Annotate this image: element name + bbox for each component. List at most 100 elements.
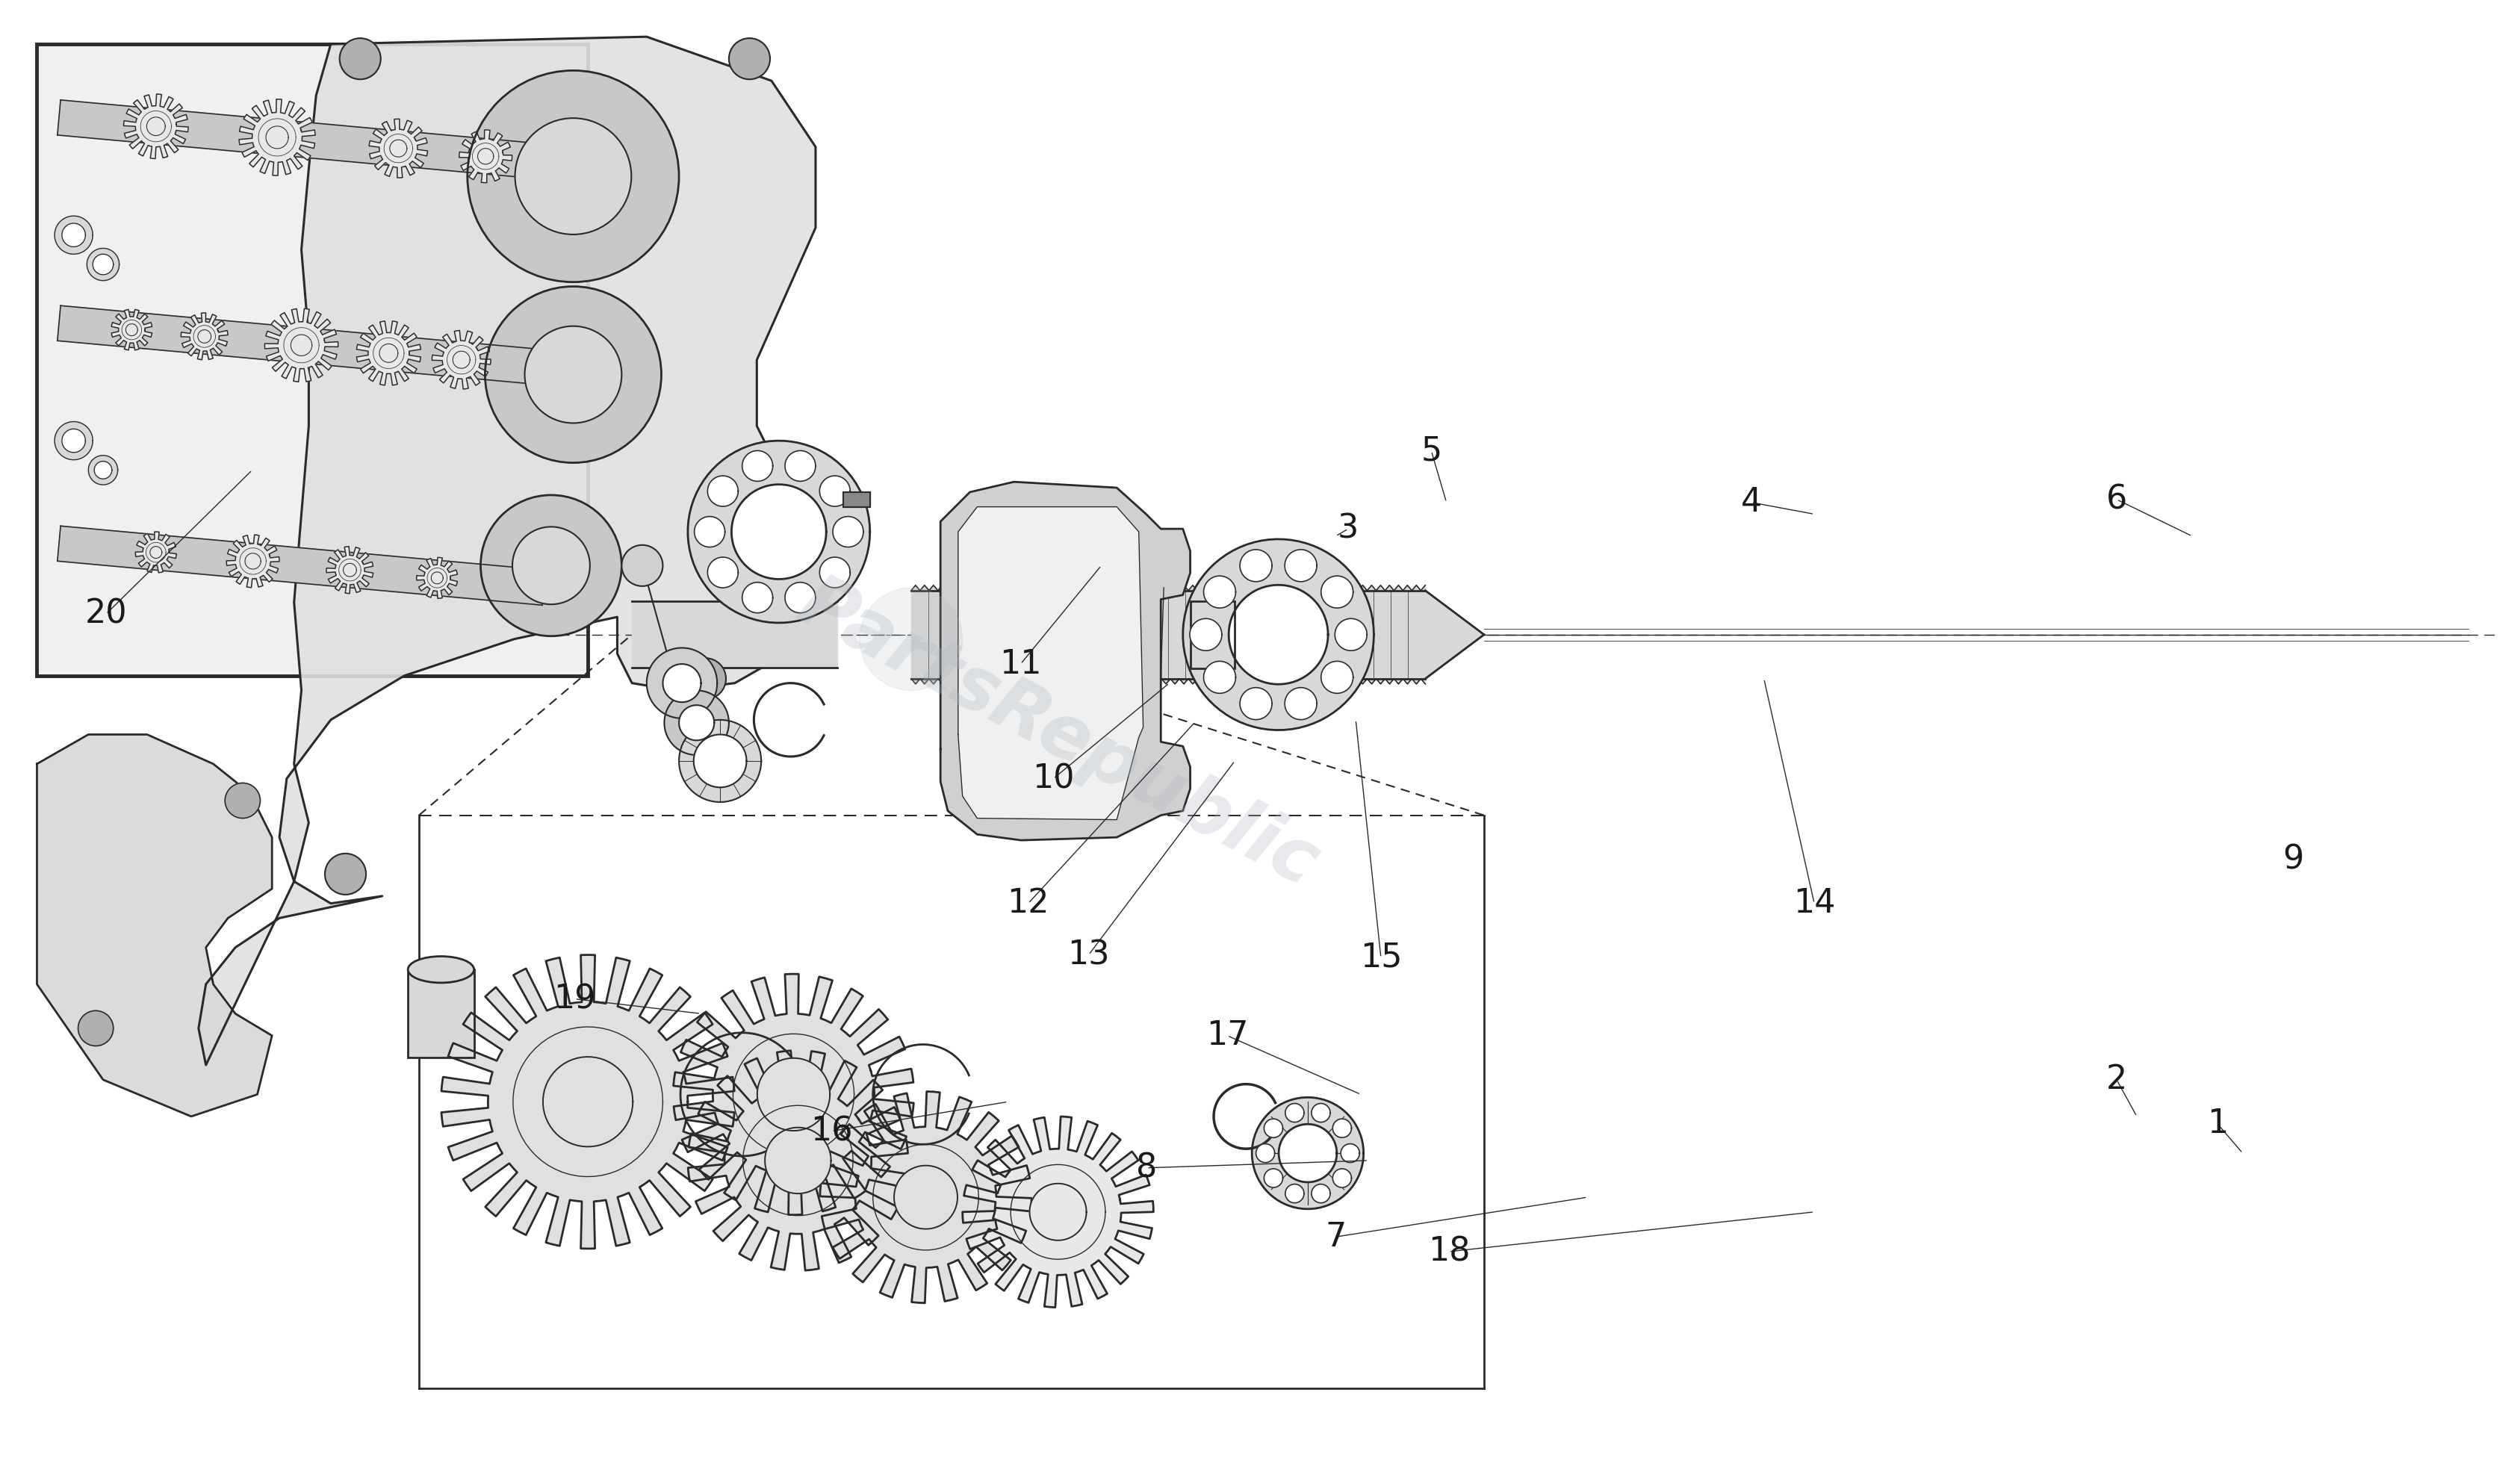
Polygon shape (696, 517, 726, 546)
Polygon shape (58, 100, 544, 179)
Polygon shape (431, 571, 444, 583)
Text: 5: 5 (1421, 435, 1441, 467)
Text: PartsRepublic: PartsRepublic (786, 567, 1331, 902)
Polygon shape (963, 1116, 1154, 1307)
Polygon shape (1189, 618, 1222, 651)
Polygon shape (136, 532, 176, 573)
Polygon shape (895, 1165, 958, 1230)
Polygon shape (265, 308, 338, 382)
Polygon shape (181, 313, 227, 360)
Text: 4: 4 (1741, 486, 1761, 519)
Polygon shape (1265, 1169, 1283, 1187)
Text: 18: 18 (1429, 1235, 1469, 1268)
Polygon shape (267, 126, 287, 148)
Polygon shape (708, 476, 738, 507)
Polygon shape (88, 455, 118, 485)
Circle shape (728, 38, 771, 79)
Polygon shape (199, 331, 212, 342)
Polygon shape (55, 216, 93, 254)
Polygon shape (93, 254, 113, 275)
Circle shape (340, 38, 381, 79)
Polygon shape (542, 1056, 633, 1147)
Polygon shape (38, 734, 272, 1116)
Polygon shape (819, 1091, 1031, 1303)
Bar (1189, 601, 1235, 668)
Polygon shape (441, 955, 733, 1249)
Text: 2: 2 (2107, 1064, 2127, 1096)
Polygon shape (756, 1058, 829, 1131)
Text: 14: 14 (1794, 887, 1835, 920)
Polygon shape (708, 557, 738, 588)
Text: 17: 17 (1207, 1019, 1247, 1052)
Polygon shape (665, 690, 728, 755)
Polygon shape (63, 429, 86, 452)
Polygon shape (688, 441, 869, 623)
Text: 15: 15 (1361, 942, 1401, 974)
Bar (1189, 601, 1235, 668)
Polygon shape (1182, 539, 1373, 730)
Polygon shape (126, 323, 139, 336)
Polygon shape (1341, 1144, 1361, 1162)
Polygon shape (454, 351, 469, 369)
Circle shape (224, 783, 260, 818)
Polygon shape (1285, 549, 1318, 582)
Polygon shape (1205, 576, 1235, 608)
Polygon shape (693, 734, 746, 787)
Bar (38, 44, 587, 676)
Polygon shape (663, 664, 701, 702)
Polygon shape (688, 1050, 907, 1271)
Polygon shape (328, 546, 373, 593)
Polygon shape (227, 535, 280, 588)
Circle shape (514, 118, 633, 235)
Polygon shape (1240, 549, 1273, 582)
Polygon shape (290, 335, 312, 355)
Polygon shape (819, 557, 849, 588)
Circle shape (685, 658, 726, 699)
Polygon shape (1285, 1103, 1303, 1122)
Polygon shape (673, 974, 915, 1215)
Polygon shape (1205, 661, 1235, 693)
Text: 16: 16 (811, 1115, 852, 1147)
Polygon shape (1031, 1184, 1086, 1240)
Polygon shape (678, 720, 761, 802)
Polygon shape (1255, 1144, 1275, 1162)
Text: 9: 9 (2283, 843, 2303, 876)
Polygon shape (731, 485, 827, 579)
Polygon shape (940, 482, 1189, 840)
Polygon shape (146, 118, 166, 135)
Polygon shape (479, 148, 494, 165)
Polygon shape (648, 648, 718, 718)
Polygon shape (381, 344, 398, 363)
Polygon shape (958, 507, 1144, 820)
Text: 1: 1 (2208, 1108, 2228, 1140)
Text: 3: 3 (1338, 513, 1358, 545)
Polygon shape (355, 322, 421, 385)
Polygon shape (58, 526, 544, 605)
Polygon shape (1240, 687, 1273, 720)
Polygon shape (58, 306, 544, 385)
Circle shape (524, 326, 622, 423)
Circle shape (481, 495, 622, 636)
Polygon shape (86, 248, 118, 281)
Polygon shape (1265, 1119, 1283, 1137)
Circle shape (484, 286, 660, 463)
Circle shape (78, 1011, 113, 1046)
Polygon shape (239, 100, 315, 175)
Polygon shape (55, 422, 93, 460)
Ellipse shape (408, 956, 474, 983)
Polygon shape (111, 310, 151, 350)
Text: 12: 12 (1008, 887, 1048, 920)
Bar (844, 492, 869, 507)
Polygon shape (1333, 1119, 1351, 1137)
Circle shape (512, 527, 590, 604)
Circle shape (622, 545, 663, 586)
Text: 11: 11 (1000, 648, 1041, 680)
Polygon shape (244, 554, 262, 569)
Polygon shape (784, 451, 816, 482)
Polygon shape (1310, 1103, 1331, 1122)
Polygon shape (784, 582, 816, 613)
Polygon shape (1333, 1169, 1351, 1187)
Polygon shape (151, 546, 161, 558)
Polygon shape (1285, 1184, 1303, 1203)
Text: 7: 7 (1326, 1221, 1346, 1253)
